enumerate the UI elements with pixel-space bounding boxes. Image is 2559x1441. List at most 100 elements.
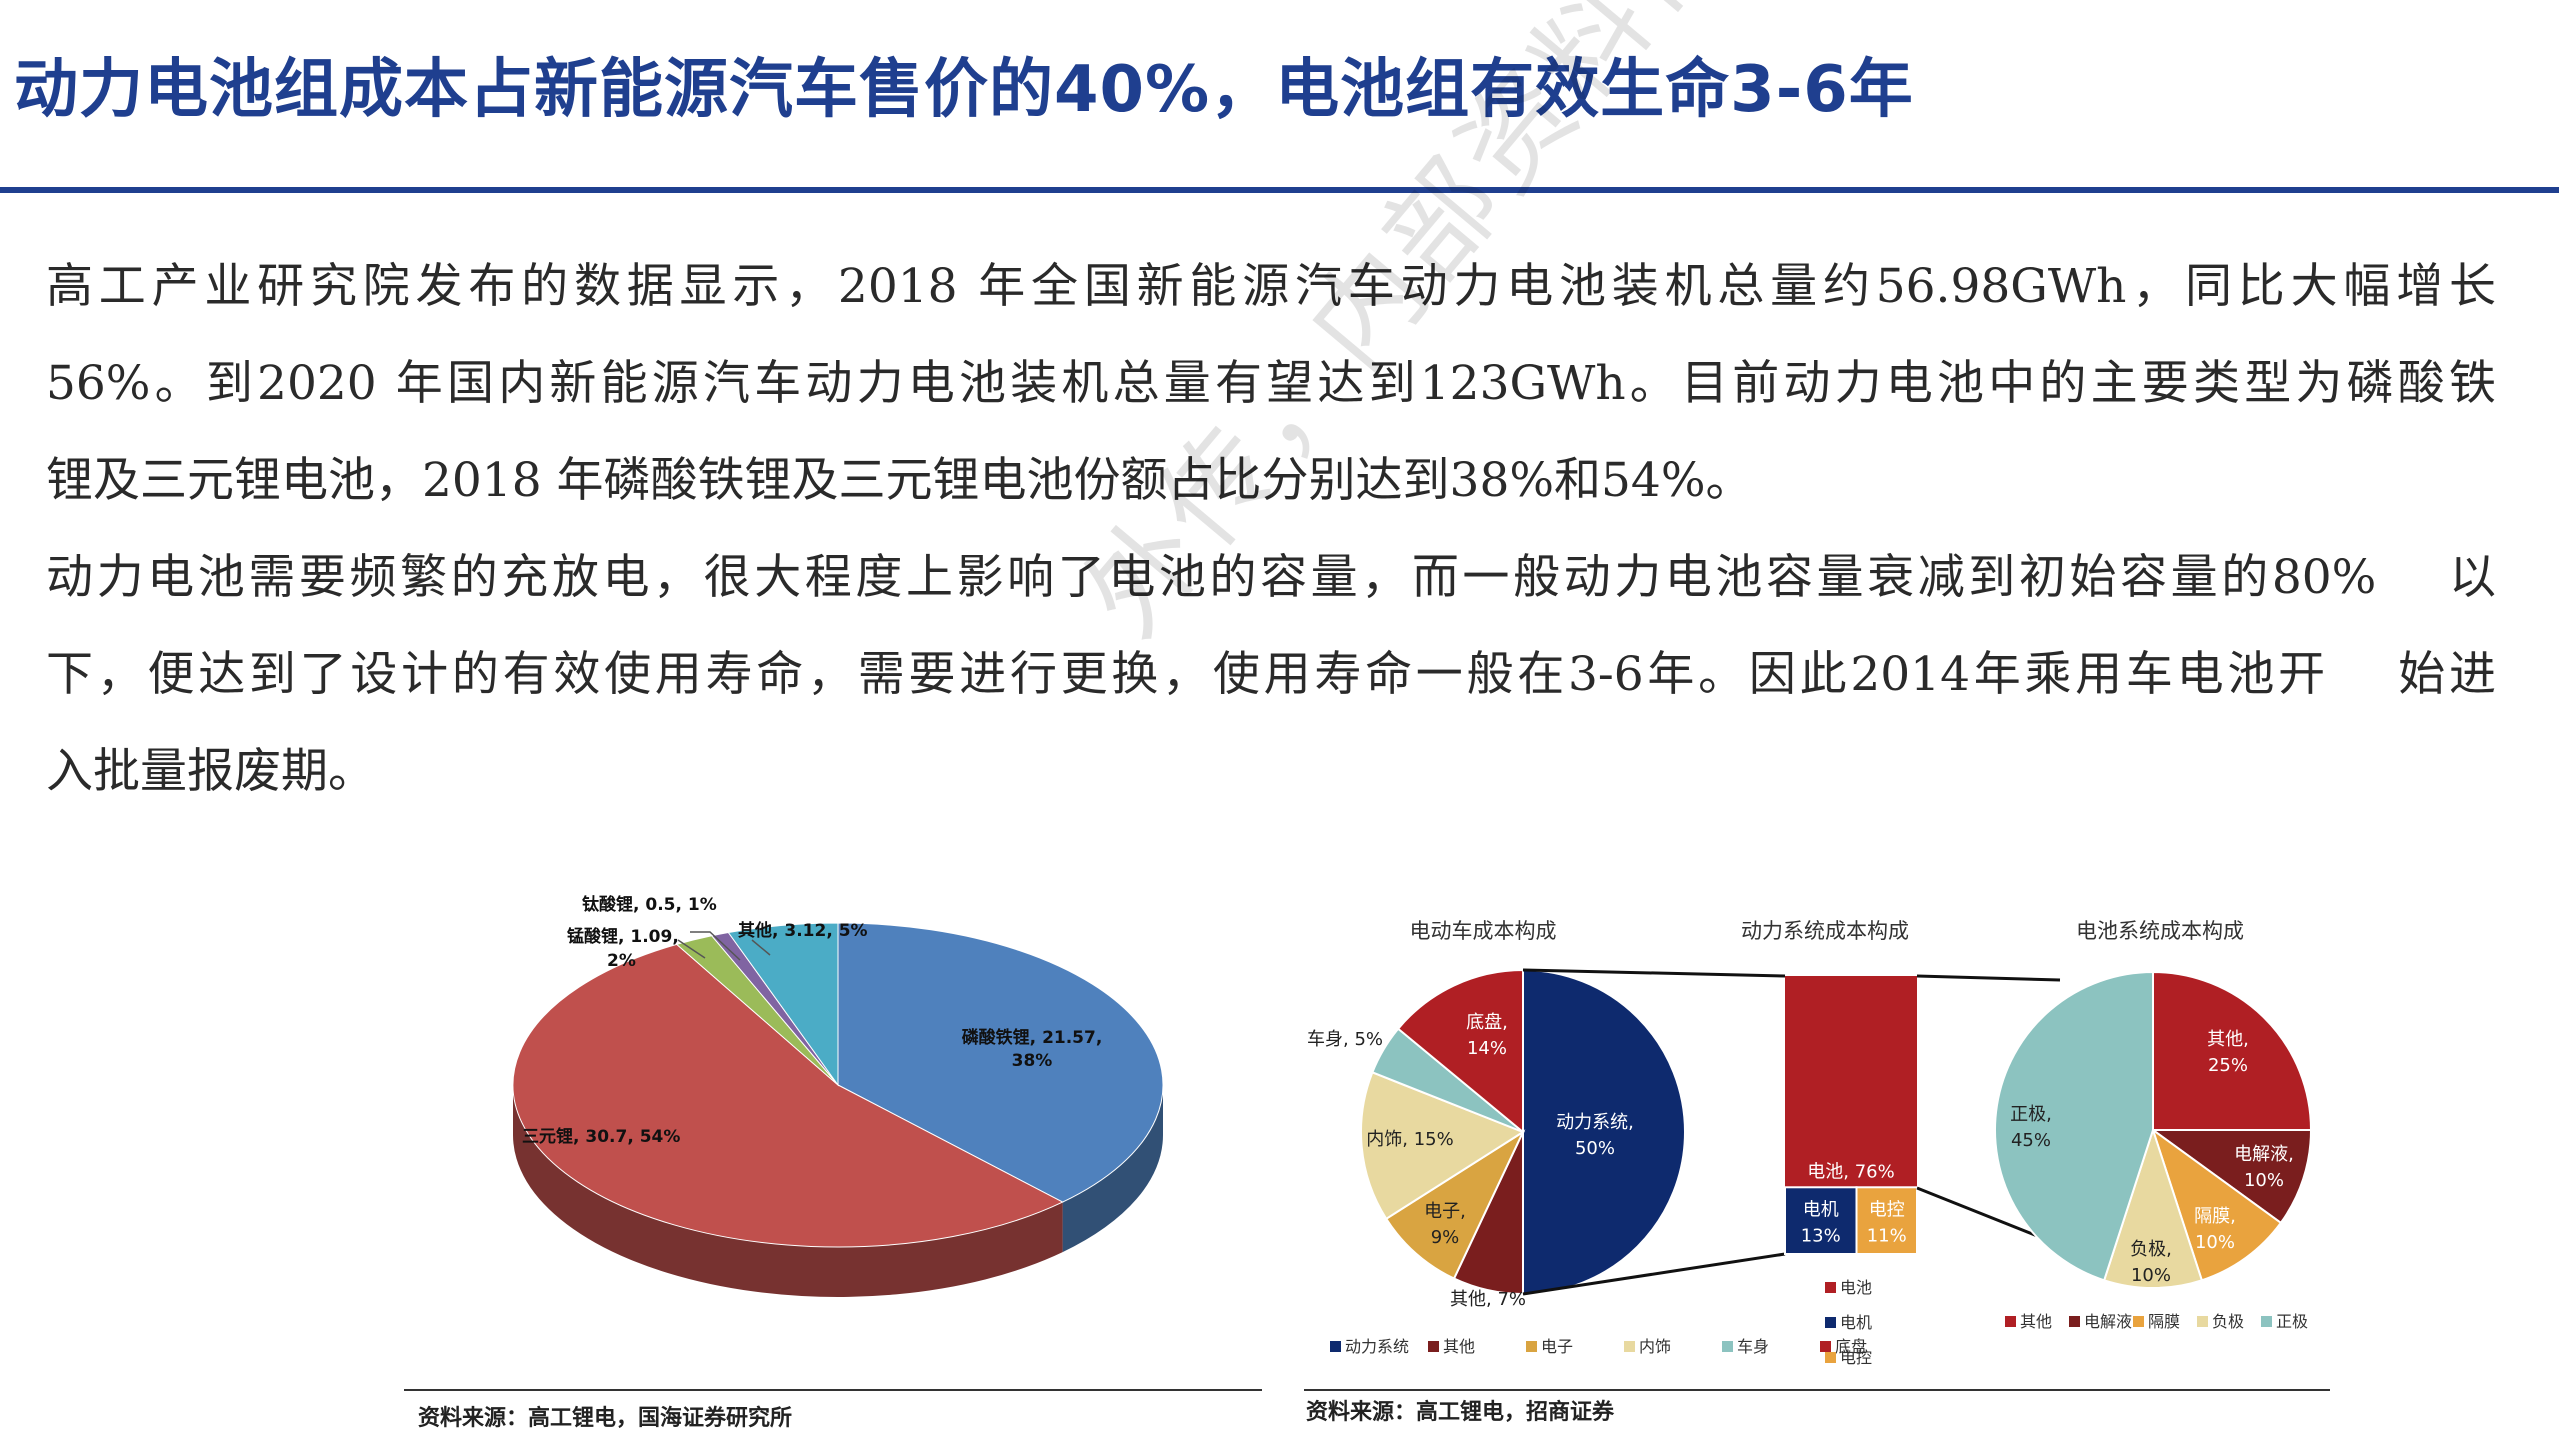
pie-label-磷酸铁锂: 磷酸铁锂, 21.57, xyxy=(962,1027,1103,1048)
paragraph1-line1: 高工产业研究院发布的数据显示，2018 年全国新能源汽车动力电池装机总量约56.… xyxy=(46,259,2496,314)
paragraph2-line2: 下，便达到了设计的有效使用寿命，需要进行更换，使用寿命一般在3-6年。因此201… xyxy=(46,647,2496,702)
source-note-right: 资料来源：高工锂电，招商证券 xyxy=(1306,1399,1615,1425)
ev-cost-legend-其他: 其他 xyxy=(1443,1337,1475,1356)
pie-slice-三元锂 xyxy=(512,943,1064,1248)
ev-cost-legend-内饰: 内饰 xyxy=(1639,1337,1671,1356)
power-cost-legend-swatch-电控 xyxy=(1825,1352,1836,1363)
power-cost-bar-电控 xyxy=(1855,1186,1918,1256)
ev-cost-label-pct-电子: 9% xyxy=(1431,1227,1460,1248)
battery-cost-legend-swatch-其他 xyxy=(2005,1316,2016,1327)
power-cost-label-pct-电控: 11% xyxy=(1867,1225,1907,1246)
battery-cost-legend-负极: 负极 xyxy=(2212,1312,2244,1331)
ev-cost-label-其他: 其他, 7% xyxy=(1450,1289,1526,1310)
leader-line-钛酸锂 xyxy=(690,931,741,961)
ev-cost-legend-swatch-电子 xyxy=(1526,1341,1537,1352)
battery-cost-slice-负极 xyxy=(2102,1126,2204,1290)
battery-cost-legend-swatch-正极 xyxy=(2261,1316,2272,1327)
pie-label-锰酸锂: 锰酸锂, 1.09, xyxy=(567,926,679,947)
ev-cost-label-动力系统: 动力系统, xyxy=(1556,1112,1634,1133)
pie-side-三元锂 xyxy=(513,1085,1063,1297)
ev-cost-legend-swatch-内饰 xyxy=(1624,1341,1635,1352)
source-note-left: 资料来源：高工锂电，国海证券研究所 xyxy=(418,1405,793,1431)
power-cost-title: 动力系统成本构成 xyxy=(1741,919,1909,943)
page-title: 动力电池组成本占新能源汽车售价的40%，电池组有效生命3-6年 xyxy=(14,53,1914,127)
battery-cost-legend-电解液: 电解液 xyxy=(2084,1312,2132,1331)
leader-line-锰酸锂 xyxy=(677,939,706,959)
battery-cost-title: 电池系统成本构成 xyxy=(2076,919,2244,943)
ev-cost-legend-电子: 电子 xyxy=(1541,1337,1573,1356)
battery-cost-label-正极: 正极, xyxy=(2010,1104,2052,1125)
battery-cost-label-pct-电解液: 10% xyxy=(2244,1170,2284,1191)
battery-type-pie-chart: 磷酸铁锂, 21.57, 38% 三元锂, 30.7, 54% 锰酸锂, 1.09, 2… xyxy=(512,894,1164,1297)
ev-cost-legend-动力系统: 动力系统 xyxy=(1345,1337,1409,1356)
pie-side-磷酸铁锂 xyxy=(1062,1085,1163,1253)
power-cost-legend-swatch-电池 xyxy=(1825,1282,1836,1293)
power-cost-label-pct-电机: 13% xyxy=(1801,1225,1841,1246)
paragraph-battery-life: 动力电池需要频繁的充放电，很大程度上影响了电池的容量，而一般动力电池容量衰减到初… xyxy=(46,529,2496,820)
power-cost-label-电控: 电控 xyxy=(1869,1199,1905,1220)
paragraph2-line3: 入批量报废期。 xyxy=(46,744,375,799)
ev-cost-legend-swatch-底盘 xyxy=(1820,1341,1831,1352)
pie-label-钛酸锂: 钛酸锂, 0.5, 1% xyxy=(582,894,717,915)
battery-cost-slice-其他 xyxy=(2152,970,2313,1131)
power-cost-legend-电机: 电机 xyxy=(1840,1313,1872,1332)
pie-label-其他: 其他, 3.12, 5% xyxy=(738,920,868,941)
pie-label-pct-磷酸铁锂: 38% xyxy=(1012,1051,1053,1071)
battery-cost-legend-正极: 正极 xyxy=(2276,1312,2308,1331)
ev-cost-title: 电动车成本构成 xyxy=(1410,919,1557,943)
ev-cost-slice-内饰 xyxy=(1360,1071,1526,1221)
connector-top-right xyxy=(1916,974,2061,982)
battery-cost-slice-正极 xyxy=(1993,970,2154,1282)
ev-cost-label-pct-底盘: 14% xyxy=(1467,1038,1507,1059)
battery-cost-legend-swatch-负极 xyxy=(2197,1316,2208,1327)
connector-top xyxy=(1522,968,1786,978)
ev-cost-slice-动力系统 xyxy=(1522,968,1686,1296)
connector-bottom xyxy=(1522,1252,1786,1296)
pie-slice-其他 xyxy=(727,922,839,1087)
ev-cost-legend-车身: 车身 xyxy=(1737,1337,1769,1356)
power-cost-legend-电池: 电池 xyxy=(1840,1278,1872,1297)
paragraph1-line2: 56%。到2020 年国内新能源汽车动力电池装机总量有望达到123GWh。目前动… xyxy=(46,356,2496,411)
power-cost-legend-电控: 电控 xyxy=(1840,1348,1872,1367)
leader-line-其他 xyxy=(751,939,771,956)
battery-cost-legend-隔膜: 隔膜 xyxy=(2148,1312,2180,1331)
paragraph2-line1: 动力电池需要频繁的充放电，很大程度上影响了电池的容量，而一般动力电池容量衰减到初… xyxy=(46,550,2496,605)
battery-cost-label-pct-负极: 10% xyxy=(2131,1265,2171,1286)
ev-cost-legend-底盘: 底盘 xyxy=(1835,1337,1867,1356)
paragraph-market-data: 高工产业研究院发布的数据显示，2018 年全国新能源汽车动力电池装机总量约56.… xyxy=(46,238,2496,529)
ev-cost-slice-底盘 xyxy=(1396,968,1524,1135)
paragraph1-line3: 锂及三元锂电池，2018 年磷酸铁锂及三元锂电池份额占比分别达到38%和54%。 xyxy=(46,453,1753,508)
pie-label-三元锂: 三元锂, 30.7, 54% xyxy=(522,1126,680,1147)
ev-cost-label-pct-动力系统: 50% xyxy=(1575,1138,1615,1159)
battery-cost-legend-其他: 其他 xyxy=(2020,1312,2052,1331)
ev-cost-legend-swatch-车身 xyxy=(1722,1341,1733,1352)
battery-cost-label-pct-其他: 25% xyxy=(2208,1055,2248,1076)
pie-label-pct-锰酸锂: 2% xyxy=(607,951,636,971)
title-divider xyxy=(0,187,2559,193)
battery-cost-slice-隔膜 xyxy=(2151,1127,2283,1282)
ev-cost-label-内饰: 内饰, 15% xyxy=(1366,1129,1453,1150)
battery-cost-label-其他: 其他, xyxy=(2207,1029,2249,1050)
ev-cost-slice-电子 xyxy=(1384,1129,1526,1280)
battery-cost-label-隔膜: 隔膜, xyxy=(2194,1206,2236,1227)
power-cost-label-电池: 电池, 76% xyxy=(1807,1161,1894,1182)
ev-cost-label-电子: 电子, xyxy=(1424,1201,1466,1222)
battery-cost-label-负极: 负极, xyxy=(2130,1239,2172,1260)
power-cost-legend-swatch-电机 xyxy=(1825,1317,1836,1328)
ev-cost-legend-swatch-其他 xyxy=(1428,1341,1439,1352)
power-cost-label-电机: 电机 xyxy=(1803,1199,1839,1220)
ev-cost-label-底盘: 底盘, xyxy=(1466,1012,1508,1033)
battery-cost-label-电解液: 电解液, xyxy=(2234,1144,2294,1165)
power-cost-bar-电机 xyxy=(1784,1186,1858,1256)
pie-slice-磷酸铁锂 xyxy=(837,922,1164,1203)
power-cost-bar-电池 xyxy=(1785,976,1917,1188)
battery-cost-label-pct-隔膜: 10% xyxy=(2195,1232,2235,1253)
battery-cost-legend-swatch-隔膜 xyxy=(2133,1316,2144,1327)
battery-cost-label-pct-正极: 45% xyxy=(2011,1130,2051,1151)
ev-cost-label-车身: 车身, 5% xyxy=(1307,1029,1383,1050)
battery-cost-slice-电解液 xyxy=(2149,1129,2313,1225)
battery-cost-legend-swatch-电解液 xyxy=(2069,1316,2080,1327)
ev-cost-legend-swatch-动力系统 xyxy=(1330,1341,1341,1352)
